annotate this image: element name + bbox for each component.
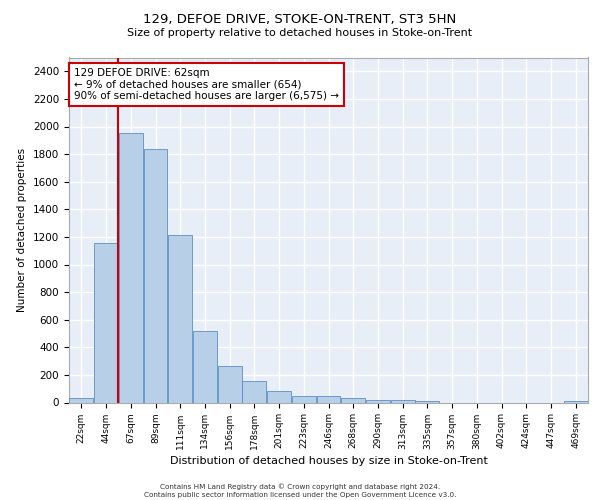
Text: 129, DEFOE DRIVE, STOKE-ON-TRENT, ST3 5HN: 129, DEFOE DRIVE, STOKE-ON-TRENT, ST3 5H… [143,12,457,26]
Bar [341,398,365,402]
Bar [366,400,390,402]
Text: Contains HM Land Registry data © Crown copyright and database right 2024.
Contai: Contains HM Land Registry data © Crown c… [144,484,456,498]
Bar [292,396,316,402]
Bar [317,396,340,402]
Bar [242,381,266,402]
Y-axis label: Number of detached properties: Number of detached properties [17,148,28,312]
Bar [563,401,587,402]
Bar [193,332,217,402]
Text: 129 DEFOE DRIVE: 62sqm
← 9% of detached houses are smaller (654)
90% of semi-det: 129 DEFOE DRIVE: 62sqm ← 9% of detached … [74,68,339,101]
Bar [119,134,143,402]
Bar [143,148,167,402]
X-axis label: Distribution of detached houses by size in Stoke-on-Trent: Distribution of detached houses by size … [170,456,487,466]
Bar [218,366,242,403]
Text: Size of property relative to detached houses in Stoke-on-Trent: Size of property relative to detached ho… [127,28,473,38]
Bar [415,401,439,402]
Bar [391,400,415,402]
Bar [70,398,94,402]
Bar [267,392,291,402]
Bar [94,243,118,402]
Bar [168,235,192,402]
